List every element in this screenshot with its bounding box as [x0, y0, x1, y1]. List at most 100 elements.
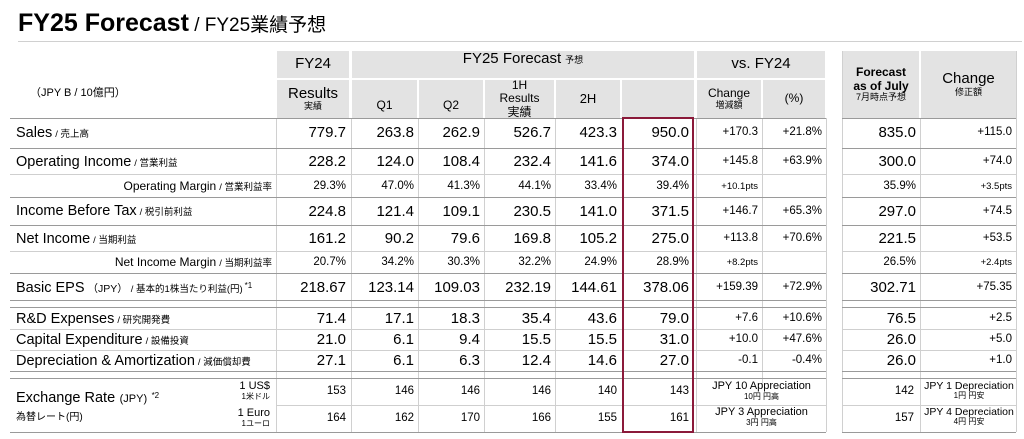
row-line — [842, 307, 1016, 308]
op-margin-q1: 47.0% — [381, 180, 414, 192]
da-change: -0.1 — [738, 354, 758, 366]
capex-fy24: 21.0 — [316, 331, 346, 348]
header-july-jp: 7月時点予想 — [855, 91, 906, 102]
fx-eur-2h: 155 — [597, 412, 617, 424]
fx-usd-rev-jp: 1円 円安 — [953, 391, 985, 401]
eps-rev-change: +75.35 — [976, 281, 1013, 293]
title-sub: / FY25業績予想 — [188, 15, 327, 36]
net-income-q1: 90.2 — [384, 230, 414, 247]
fx-eur-rev: JPY 4 Depreciation 4円 円安 — [920, 406, 1018, 427]
op-margin-fy24: 29.3% — [313, 180, 346, 192]
rnd-fy25: 79.0 — [659, 310, 689, 327]
op-margin-q2: 41.3% — [447, 180, 480, 192]
sales-q1: 263.8 — [376, 124, 414, 141]
da-july: 26.0 — [886, 352, 916, 369]
op-income-july: 300.0 — [878, 153, 916, 170]
row-line — [10, 432, 826, 433]
header-q2-label: Q2 — [442, 97, 459, 112]
ni-margin-rev-change: +2.4pts — [980, 257, 1012, 268]
header-change: Change 増減額 — [697, 80, 761, 118]
col-sep — [418, 118, 419, 432]
fx-usd-q1: 146 — [394, 385, 414, 397]
fx-usd-rev-en: JPY 1 Depreciation — [924, 380, 1014, 392]
row-label-op-income-en: Operating Income — [16, 154, 132, 170]
net-income-fy25: 275.0 — [651, 230, 689, 247]
row-label-capex: Capital Expenditure / 設備投資 — [16, 333, 189, 348]
sales-1h: 526.7 — [513, 124, 551, 141]
row-line — [10, 307, 826, 308]
fx-usd-vs-en: JPY 10 Appreciation — [712, 380, 811, 392]
fx-eur-en: 1 Euro — [237, 407, 270, 419]
header-vs-fy24-label: vs. FY24 — [731, 55, 791, 73]
row-label-rnd-jp: / 研究開発費 — [117, 315, 171, 326]
row-label-da: Depreciation & Amortization / 減価償却費 — [16, 354, 251, 369]
fx-eur-vs: JPY 3 Appreciation 3円 円高 — [697, 406, 826, 427]
title-main: FY25 Forecast — [18, 9, 189, 37]
header-rev-change-label: Change — [942, 70, 995, 88]
da-pct: -0.4% — [791, 354, 822, 366]
fx-eur-fy24: 164 — [326, 412, 346, 424]
fx-eur-label: 1 Euro 1ユーロ — [180, 407, 270, 428]
header-forecast-label: FY25 Forecast — [462, 50, 562, 67]
row-label-op-income-jp: / 営業利益 — [134, 158, 178, 169]
ibt-change: +146.7 — [722, 205, 759, 217]
net-income-q2: 79.6 — [450, 230, 480, 247]
units-label: （JPY B / 10億円） — [30, 87, 126, 99]
row-line — [842, 329, 1016, 330]
header-1h-line2: Results — [499, 91, 540, 106]
da-fy24: 27.1 — [316, 352, 346, 369]
row-line — [10, 329, 826, 330]
header-q2: Q2 — [419, 80, 483, 118]
header-rev-change: Change 修正額 — [921, 51, 1016, 118]
eps-july: 302.71 — [870, 279, 916, 296]
row-line — [10, 197, 826, 198]
row-line — [10, 300, 826, 301]
row-label-ni-margin-jp: / 当期利益率 — [219, 258, 272, 269]
da-2h: 14.6 — [587, 352, 617, 369]
row-label-op-margin-jp: / 営業利益率 — [219, 182, 272, 193]
rnd-rev-change: +2.5 — [989, 312, 1012, 324]
col-sep — [842, 51, 843, 432]
header-1h-line1: 1H — [511, 78, 528, 93]
header-july-line2: as of July — [853, 78, 909, 93]
fx-usd-vs-jp: 10円 円高 — [743, 391, 780, 401]
header-q1-label: Q1 — [376, 97, 393, 112]
row-line — [842, 118, 1016, 119]
row-line — [842, 148, 1016, 149]
row-line — [10, 251, 826, 252]
header-fy24: FY24 — [277, 51, 349, 78]
row-line — [842, 300, 1016, 301]
ibt-2h: 141.0 — [579, 203, 617, 220]
header-2h: 2H — [556, 80, 620, 118]
net-income-july: 221.5 — [878, 230, 916, 247]
row-label-ibt-en: Income Before Tax — [16, 203, 137, 219]
row-line — [842, 432, 1016, 433]
fx-eur-rev-jp: 4円 円安 — [953, 417, 985, 427]
ibt-rev-change: +74.5 — [982, 205, 1012, 217]
ni-margin-2h: 24.9% — [584, 256, 617, 268]
header-vs-fy24: vs. FY24 — [697, 51, 825, 78]
sales-2h: 423.3 — [579, 124, 617, 141]
header-change-label: Change — [707, 86, 751, 101]
row-label-ni-margin-en: Net Income Margin — [114, 255, 217, 269]
da-rev-change: +1.0 — [989, 354, 1012, 366]
header-rev-change-jp: 修正額 — [954, 86, 982, 97]
fx-usd-vs: JPY 10 Appreciation 10円 円高 — [697, 380, 826, 401]
row-label-ibt: Income Before Tax / 税引前利益 — [16, 204, 192, 219]
rnd-fy24: 71.4 — [316, 310, 346, 327]
row-label-op-income: Operating Income / 営業利益 — [16, 155, 178, 170]
op-margin-2h: 33.4% — [584, 180, 617, 192]
row-label-sales-en: Sales — [16, 125, 53, 141]
ni-margin-q1: 34.2% — [381, 256, 414, 268]
fy25-forecast-highlight — [622, 117, 694, 433]
sales-change: +170.3 — [722, 126, 759, 138]
rnd-q1: 17.1 — [384, 310, 414, 327]
eps-pct: +72.9% — [782, 281, 822, 293]
row-line — [842, 273, 1016, 274]
row-label-op-margin-en: Operating Margin — [123, 179, 217, 193]
net-income-1h: 169.8 — [513, 230, 551, 247]
da-q1: 6.1 — [393, 352, 414, 369]
op-margin-july: 35.9% — [883, 180, 916, 192]
ibt-q2: 109.1 — [442, 203, 480, 220]
ni-margin-fy25: 28.9% — [656, 256, 689, 268]
